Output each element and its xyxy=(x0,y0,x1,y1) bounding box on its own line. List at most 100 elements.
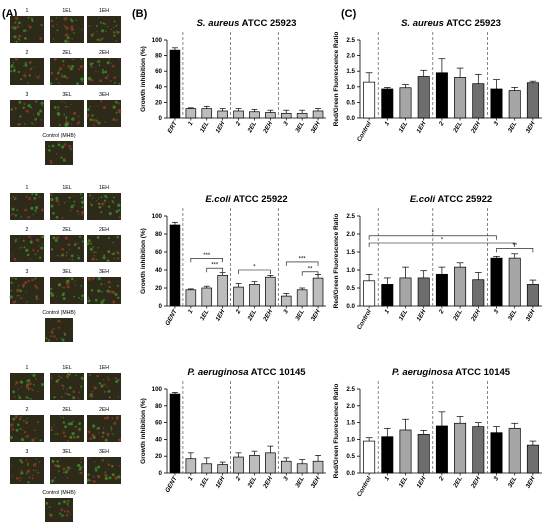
micrograph-label: 2EL xyxy=(62,407,71,413)
y-axis-label: Red/Green Fluorescence Ratio xyxy=(333,214,340,309)
micrograph-block-2: 1 1EL 1EH 2 2EL 2EH 3 3EL 3EH Control (MHB) xyxy=(9,185,121,342)
x-tick-label: 1EH xyxy=(214,308,226,322)
x-tick-label: 3EH xyxy=(310,475,322,489)
x-tick-label: ERT xyxy=(166,119,179,134)
x-tick-label: 3 xyxy=(492,475,500,482)
micrograph-tile xyxy=(50,193,85,220)
micrograph-label: 3 xyxy=(26,92,29,98)
bar xyxy=(185,289,197,307)
micrograph-panels: 1 1EL 1EH 2 2EL 2EH 3 3EL 3EH Control (MHB) 1 1EL 1E… xyxy=(9,8,122,522)
bar xyxy=(399,429,412,474)
x-tick-label: 1 xyxy=(187,308,195,315)
bar xyxy=(249,284,260,307)
x-tick-label: 1EH xyxy=(415,308,427,322)
bar xyxy=(526,284,539,307)
x-tick-label: 3EL xyxy=(507,308,519,322)
y-axis-label: Growth inhibition (%) xyxy=(140,46,147,112)
micrograph-tile xyxy=(9,414,44,442)
y-tick-label: 1.5 xyxy=(346,68,355,75)
x-tick-label: 2EL xyxy=(452,308,464,322)
x-tick-label: 1EL xyxy=(397,475,409,489)
micrograph-label: 1 xyxy=(26,365,29,371)
x-tick-label: 3 xyxy=(492,120,500,127)
chart-5: P. aeruginosa ATCC 10145 0 20 40 60 80 100 Grow… xyxy=(140,367,326,494)
bar xyxy=(265,452,276,474)
micrograph-label: 3 xyxy=(26,449,29,455)
micrograph-tile xyxy=(87,415,122,442)
bar xyxy=(185,458,197,474)
bar xyxy=(381,88,394,119)
x-tick-label: Control xyxy=(356,120,373,143)
x-tick-label: GENT xyxy=(164,474,179,493)
micrograph-label: 3EL xyxy=(62,92,71,98)
y-tick-label: 80 xyxy=(155,231,162,238)
micrograph-tile xyxy=(10,373,44,400)
x-tick-label: 1EH xyxy=(415,475,427,489)
bar xyxy=(296,463,308,474)
x-tick-label: 2 xyxy=(437,120,446,128)
x-tick-label: 3EH xyxy=(525,120,537,134)
x-tick-label: 1 xyxy=(383,475,391,482)
y-tick-label: 2.0 xyxy=(346,231,355,238)
bar xyxy=(417,277,430,307)
x-tick-label: 1EL xyxy=(199,475,211,489)
significance-bracket xyxy=(285,261,319,266)
micrograph-label: 1 xyxy=(26,185,29,191)
bar xyxy=(454,77,467,119)
bar xyxy=(435,273,448,307)
micrograph-tile xyxy=(86,457,121,484)
x-tick-label: 1EL xyxy=(199,120,211,134)
bar xyxy=(296,112,308,119)
x-tick-label: 2EH xyxy=(469,308,482,323)
chart-title: P. aeruginosa ATCC 10145 xyxy=(187,367,306,378)
bar xyxy=(280,460,292,474)
x-tick-label: 3 xyxy=(282,120,290,127)
bar xyxy=(169,49,181,119)
significance-bracket xyxy=(496,248,534,253)
micrograph-label: 2EL xyxy=(62,227,71,233)
chart-6: P. aeruginosa ATCC 10145 0.0 0.5 1.0 1.5 2.0 2… xyxy=(333,367,542,498)
y-tick-label: 0.5 xyxy=(346,453,355,460)
significance-bracket xyxy=(368,235,497,240)
bar xyxy=(312,110,324,119)
bar xyxy=(508,427,521,474)
significance-label: * xyxy=(253,265,256,271)
micrograph-tile xyxy=(10,192,44,220)
micrograph-tile xyxy=(50,457,84,484)
bar xyxy=(296,289,308,307)
x-tick-label: 1EH xyxy=(415,120,427,134)
micrograph-label: 3EL xyxy=(62,269,71,275)
x-tick-label: 2EH xyxy=(261,120,274,135)
chart-title: E.coli ATCC 25922 xyxy=(205,194,287,205)
x-tick-label: 1EL xyxy=(397,308,409,322)
bar xyxy=(381,436,394,474)
micrograph-tile xyxy=(10,100,44,127)
bar xyxy=(265,112,276,119)
bar xyxy=(201,108,213,119)
bar xyxy=(435,72,448,119)
micrograph-control-tile xyxy=(45,318,73,342)
bar xyxy=(201,287,213,307)
x-tick-label: Control xyxy=(356,475,373,498)
bar xyxy=(217,110,228,119)
x-tick-label: 2 xyxy=(234,120,243,128)
y-axis-label: Growth inhibition (%) xyxy=(140,228,147,294)
y-tick-label: 2.5 xyxy=(346,386,355,393)
micrograph-tile xyxy=(87,276,121,305)
bar xyxy=(312,460,324,474)
y-tick-label: 0.0 xyxy=(346,303,355,310)
bar xyxy=(508,90,521,119)
chart-title: P. aeruginosa ATCC 10145 xyxy=(392,367,511,378)
x-tick-label: 1 xyxy=(187,475,195,482)
micrograph-tile xyxy=(86,235,121,263)
micrograph-label: 1EL xyxy=(62,365,71,371)
micrograph-label: 3EH xyxy=(99,449,109,455)
chart-4: E.coli ATCC 25922 0.0 0.5 1.0 1.5 2.0 2.5 Red/G… xyxy=(333,194,542,331)
bar xyxy=(454,422,467,474)
micrograph-tile xyxy=(10,457,44,484)
x-tick-label: 3 xyxy=(492,308,500,315)
y-tick-label: 20 xyxy=(155,99,162,106)
micrograph-control-label: Control (MHB) xyxy=(42,490,75,496)
